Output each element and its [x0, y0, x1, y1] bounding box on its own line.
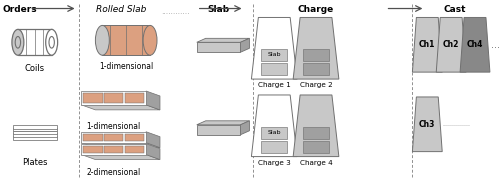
FancyBboxPatch shape	[18, 29, 52, 55]
FancyBboxPatch shape	[303, 49, 329, 61]
FancyBboxPatch shape	[125, 146, 144, 153]
FancyBboxPatch shape	[13, 131, 57, 134]
Ellipse shape	[143, 25, 157, 55]
FancyBboxPatch shape	[303, 141, 329, 153]
FancyBboxPatch shape	[262, 127, 287, 139]
Polygon shape	[460, 17, 490, 72]
Polygon shape	[197, 38, 250, 42]
Text: Charge: Charge	[298, 5, 334, 14]
Ellipse shape	[96, 25, 110, 55]
Polygon shape	[146, 144, 160, 160]
Text: Slab: Slab	[268, 130, 281, 135]
FancyBboxPatch shape	[13, 133, 57, 137]
FancyBboxPatch shape	[13, 125, 57, 129]
FancyBboxPatch shape	[262, 63, 287, 75]
Polygon shape	[252, 95, 297, 157]
Polygon shape	[293, 95, 339, 157]
Polygon shape	[412, 97, 442, 152]
Text: Plates: Plates	[22, 158, 48, 167]
Polygon shape	[293, 17, 339, 79]
Text: Charge 3: Charge 3	[258, 160, 290, 166]
FancyBboxPatch shape	[262, 49, 287, 61]
FancyBboxPatch shape	[125, 134, 144, 141]
FancyBboxPatch shape	[82, 132, 146, 143]
Polygon shape	[412, 17, 442, 72]
FancyBboxPatch shape	[303, 63, 329, 75]
Polygon shape	[82, 143, 160, 148]
FancyBboxPatch shape	[125, 93, 144, 103]
Ellipse shape	[15, 37, 20, 48]
Text: Charge 1: Charge 1	[258, 82, 290, 88]
FancyBboxPatch shape	[84, 146, 102, 153]
FancyBboxPatch shape	[84, 93, 102, 103]
Polygon shape	[240, 38, 250, 52]
Text: Rolled Slab: Rolled Slab	[96, 5, 146, 14]
Text: 1-dimensional: 1-dimensional	[99, 62, 154, 71]
Text: Slab: Slab	[268, 52, 281, 57]
FancyBboxPatch shape	[197, 42, 240, 52]
Text: Charge 4: Charge 4	[300, 160, 332, 166]
Text: Ch1: Ch1	[419, 40, 436, 49]
Ellipse shape	[12, 29, 24, 55]
FancyBboxPatch shape	[82, 91, 146, 105]
Text: 1-dimensional: 1-dimensional	[86, 122, 141, 131]
Polygon shape	[240, 121, 250, 135]
Ellipse shape	[46, 29, 58, 55]
FancyBboxPatch shape	[82, 144, 146, 155]
Text: Ch2: Ch2	[443, 40, 460, 49]
Text: Ch4: Ch4	[467, 40, 483, 49]
Text: Orders: Orders	[3, 5, 37, 14]
Polygon shape	[146, 132, 160, 148]
Ellipse shape	[49, 37, 54, 48]
Text: Ch3: Ch3	[419, 120, 436, 129]
Polygon shape	[197, 121, 250, 125]
FancyBboxPatch shape	[303, 127, 329, 139]
FancyBboxPatch shape	[102, 25, 150, 55]
FancyBboxPatch shape	[13, 136, 57, 140]
FancyBboxPatch shape	[104, 146, 124, 153]
Text: Coils: Coils	[24, 64, 45, 73]
FancyBboxPatch shape	[197, 125, 240, 135]
Polygon shape	[146, 91, 160, 110]
Polygon shape	[252, 17, 297, 79]
Text: ..............: ..............	[442, 122, 470, 127]
FancyBboxPatch shape	[104, 134, 124, 141]
Polygon shape	[82, 105, 160, 110]
Polygon shape	[82, 155, 160, 160]
Text: ...: ...	[491, 40, 500, 50]
FancyBboxPatch shape	[104, 93, 124, 103]
Text: ............: ............	[161, 7, 190, 16]
Text: Slab: Slab	[208, 5, 230, 14]
FancyBboxPatch shape	[262, 141, 287, 153]
Polygon shape	[436, 17, 466, 72]
FancyBboxPatch shape	[13, 128, 57, 131]
Text: Charge 2: Charge 2	[300, 82, 332, 88]
Text: 2-dimensional: 2-dimensional	[86, 167, 141, 176]
Text: Cast: Cast	[444, 5, 466, 14]
FancyBboxPatch shape	[84, 134, 102, 141]
